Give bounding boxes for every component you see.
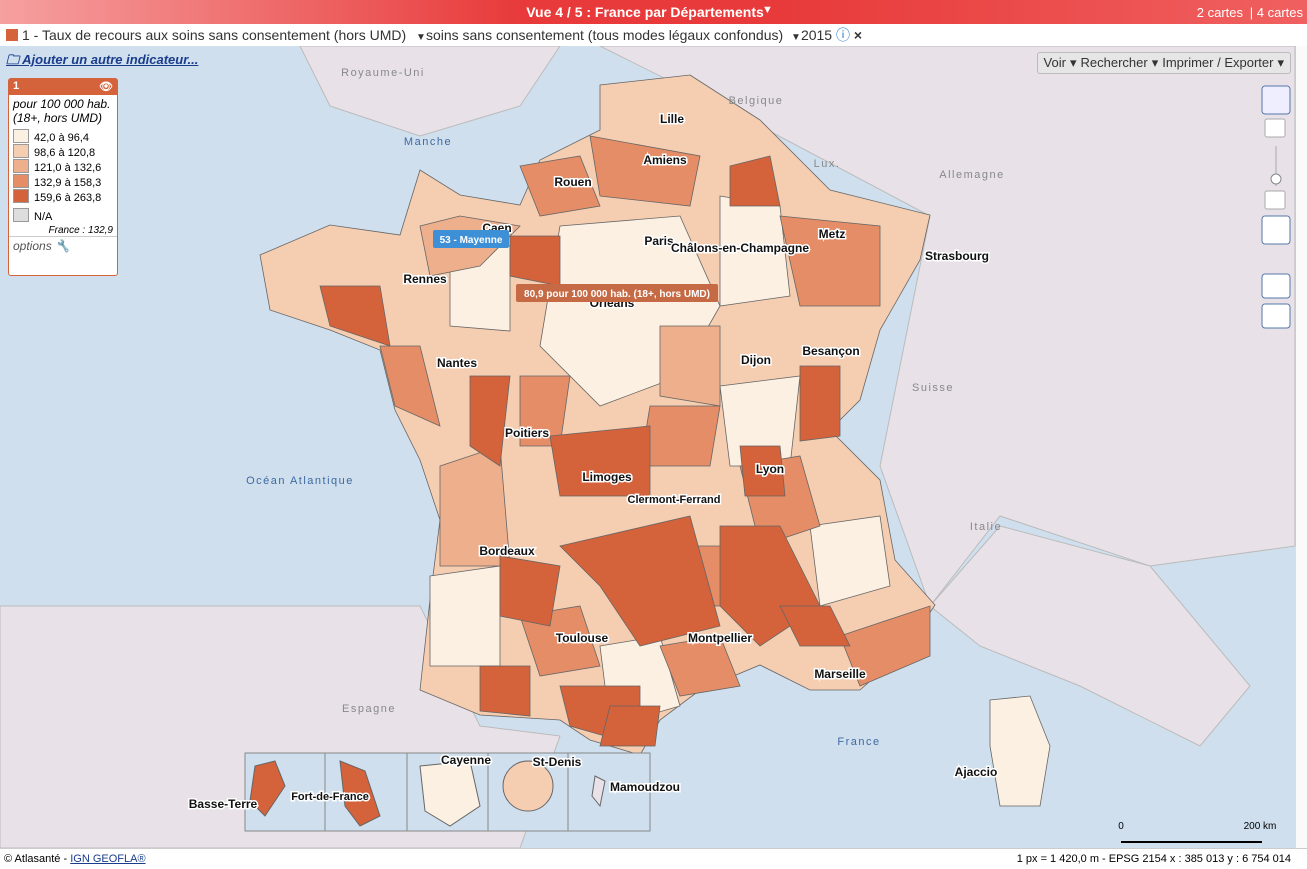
legend-row: 159,6 à 263,8 <box>13 189 113 204</box>
city-label: Strasbourg <box>925 249 989 263</box>
legend-swatch <box>13 189 29 203</box>
country-label: Suisse <box>912 382 954 394</box>
tooltip-value: 80,9 pour 100 000 hab. (18+, hors UMD) <box>524 289 710 300</box>
country-label: Espagne <box>342 703 396 715</box>
city-label: Lille <box>660 112 684 126</box>
tooltip: 53 - Mayenne 80,9 pour 100 000 hab. (18+… <box>433 230 718 302</box>
city-label: Marseille <box>814 667 866 681</box>
tooltip-name: 53 - Mayenne <box>440 235 503 246</box>
scale-bar: 0 200 km <box>1118 821 1277 843</box>
city-label: Ajaccio <box>955 765 998 779</box>
city-label: Dijon <box>741 353 771 367</box>
legend-row: 42,0 à 96,4 <box>13 129 113 144</box>
toolbar-button[interactable]: Voir <box>1043 55 1066 70</box>
indicator-bar: 1 - Taux de recours aux soins sans conse… <box>0 24 1307 47</box>
legend-row: 132,9 à 158,3 <box>13 174 113 189</box>
cities: Lille Amiens Rouen Caen Paris Châlons-en… <box>187 111 999 813</box>
sea-label: Océan Atlantique <box>246 475 354 487</box>
legend-class: 98,6 à 120,8 <box>34 147 96 159</box>
scale-label: 0 <box>1118 821 1124 832</box>
country-label: Allemagne <box>939 169 1004 181</box>
country-label: Italie <box>970 521 1002 533</box>
country-label: Belgique <box>729 95 784 107</box>
city-label: Nantes <box>437 356 477 370</box>
city-label: Poitiers <box>505 426 549 440</box>
city-label: Amiens <box>643 153 687 167</box>
footer: © Atlasanté - IGN GEOFLA® 1 px = 1 420,0… <box>0 848 1307 869</box>
indicator-mode[interactable]: soins sans consentement (tous modes léga… <box>425 27 784 43</box>
legend-france: France : 132,9 <box>48 225 113 236</box>
legend-swatch <box>13 144 29 158</box>
sea-label: Manche <box>404 136 452 148</box>
toolbar-button[interactable]: Rechercher <box>1080 55 1148 70</box>
legend-swatch <box>13 174 29 188</box>
footer-credit: © Atlasanté - <box>4 853 68 865</box>
country-label: Lux. <box>814 158 841 170</box>
view-title[interactable]: Vue 4 / 5 : France par Départements <box>526 4 764 20</box>
city-label: Bordeaux <box>479 544 535 558</box>
legend-classes: 42,0 à 96,4 98,6 à 120,8 121,0 à 132,6 132,… <box>9 127 117 206</box>
add-indicator-text[interactable]: Ajouter un autre indicateur... <box>22 52 199 67</box>
city-label: Basse-Terre <box>189 797 258 811</box>
legend-swatch <box>13 129 29 143</box>
city-label: Toulouse <box>556 631 609 645</box>
legend-class: 132,9 à 158,3 <box>34 177 102 189</box>
city-label: Lyon <box>756 462 784 476</box>
city-label: Rennes <box>403 272 447 286</box>
toolbar-button[interactable]: Imprimer / Exporter <box>1162 55 1274 70</box>
city-label: Clermont-Ferrand <box>628 494 721 506</box>
maps-2[interactable]: 2 cartes <box>1196 5 1243 20</box>
header: Vue 4 / 5 : France par Départements ▼ 2 … <box>0 0 1307 24</box>
legend-class: 121,0 à 132,6 <box>34 162 102 174</box>
city-label: Cayenne <box>441 753 491 767</box>
zoom-controls[interactable] <box>1261 46 1307 848</box>
footer-source[interactable]: IGN GEOFLA® <box>70 853 146 865</box>
overseas-insets <box>244 752 651 832</box>
legend: 1 👁 pour 100 000 hab. (18+, hors UMD) 42,… <box>8 78 118 276</box>
sea-label: France <box>837 736 880 748</box>
france <box>259 74 1051 807</box>
city-label: Montpellier <box>688 631 752 645</box>
city-label: Mamoudzou <box>610 780 680 794</box>
city-label: Fort-de-France <box>291 791 369 803</box>
city-label: Limoges <box>582 470 632 484</box>
legend-row: 121,0 à 132,6 <box>13 159 113 174</box>
legend-unit: pour 100 000 hab. (18+, hors UMD) <box>13 97 111 125</box>
maps-4[interactable]: | 4 cartes <box>1249 5 1303 20</box>
scale-label: 200 km <box>1244 821 1277 832</box>
legend-na: N/A <box>34 211 53 223</box>
city-label: Besançon <box>802 344 859 358</box>
toolbar: Voir ▾ Rechercher ▾ Imprimer / Exporter ▾ <box>1036 52 1291 74</box>
legend-row: 98,6 à 120,8 <box>13 144 113 159</box>
city-label: Rouen <box>554 175 591 189</box>
indicator-label[interactable]: 1 - Taux de recours aux soins sans conse… <box>22 27 407 43</box>
city-label: St-Denis <box>533 755 582 769</box>
city-label: Paris <box>644 234 674 248</box>
footer-coords: 1 px = 1 420,0 m - EPSG 2154 x : 385 013… <box>1016 853 1291 865</box>
add-indicator[interactable]: 🗀 Ajouter un autre indicateur... <box>6 52 199 67</box>
legend-class: 159,6 à 263,8 <box>34 192 102 204</box>
city-label: Châlons-en-Champagne <box>671 241 809 255</box>
city-label: Metz <box>819 227 846 241</box>
indicator-year[interactable]: 2015 <box>800 27 833 43</box>
legend-options[interactable]: options <box>13 239 52 253</box>
legend-id: 1 <box>13 80 20 92</box>
country-label: Royaume-Uni <box>341 67 425 79</box>
legend-swatch <box>13 159 29 173</box>
map[interactable]: Royaume-Uni Belgique Manche Lux. Allemag… <box>0 46 1307 848</box>
legend-class: 42,0 à 96,4 <box>34 132 90 144</box>
